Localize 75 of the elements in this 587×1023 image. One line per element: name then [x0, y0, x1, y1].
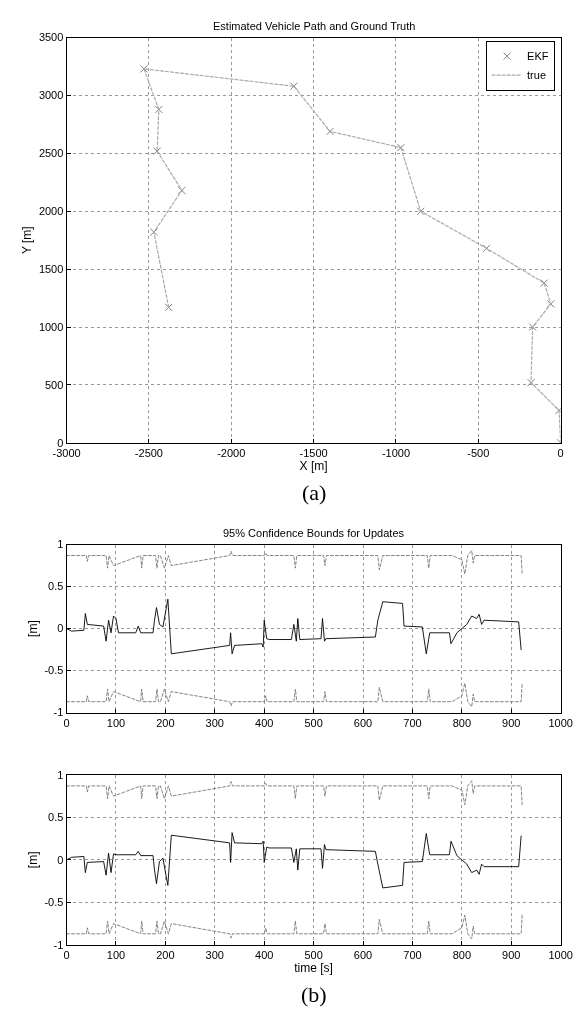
point: [546, 299, 555, 308]
y-tick-label: 0: [57, 853, 64, 866]
y-axis-title: [m]: [25, 620, 40, 637]
x-tick-label: 800: [452, 716, 472, 729]
point: [416, 207, 425, 216]
x-tick-label: 0: [557, 447, 564, 460]
y-tick-label: 3000: [38, 89, 64, 102]
legend-label: true: [527, 69, 547, 82]
x-tick-label: 800: [452, 949, 472, 962]
x-tick-label: 100: [106, 949, 126, 962]
y-tick-label: 1000: [38, 320, 64, 333]
y-axis-title: [m]: [25, 851, 40, 869]
y-tick-label: 1500: [38, 263, 64, 276]
x-tick-label: 700: [403, 716, 422, 729]
x-tick-label: 700: [403, 949, 422, 962]
y-tick-label: -0.5: [44, 664, 64, 677]
x-tick-label: 900: [502, 716, 521, 729]
y-tick-label: -0.5: [44, 896, 64, 909]
x-tick-label: 400: [255, 949, 274, 962]
chart-title: Estimated Vehicle Path and Ground Truth: [213, 20, 416, 32]
point: [154, 105, 163, 114]
x-tick-label: 1000: [548, 949, 573, 962]
x-tick-label: -500: [467, 447, 490, 460]
point: [528, 323, 537, 332]
x-tick-label: 500: [304, 716, 323, 729]
point: [527, 378, 536, 387]
point: [396, 143, 405, 152]
y-tick-label: 2500: [38, 147, 64, 160]
x-tick-label: 200: [156, 949, 175, 962]
x-tick-label: 600: [353, 716, 373, 729]
x-tick-label: 500: [304, 949, 323, 962]
x-tick-label: 600: [353, 949, 373, 962]
legend-label: EKF: [527, 50, 549, 63]
point: [139, 64, 148, 73]
x-tick-label: 400: [255, 716, 274, 729]
point: [326, 127, 335, 136]
chart-title: 95% Confidence Bounds for Updates: [223, 527, 405, 539]
point: [177, 186, 186, 195]
line-series: [66, 914, 523, 940]
x-tick-label: 300: [205, 949, 224, 962]
y-tick-label: 0: [57, 436, 64, 449]
x-tick-label: -2000: [217, 447, 246, 460]
y-tick-label: 0.5: [48, 811, 64, 824]
line-series: [66, 682, 523, 708]
x-tick-label: 300: [205, 716, 224, 729]
x-tick-label: -2500: [134, 447, 163, 460]
x-tick-label: 900: [502, 949, 521, 962]
x-tick-label: -1000: [381, 447, 411, 460]
x-axis-title: X [m]: [299, 459, 328, 474]
point: [164, 303, 173, 312]
x-tick-label: -1500: [299, 447, 328, 460]
x-tick-label: 100: [106, 716, 126, 729]
x-tick-label: -3000: [52, 447, 81, 460]
point: [153, 147, 162, 156]
y-tick-label: 0.5: [48, 580, 64, 593]
point: [149, 228, 158, 237]
y-tick-label: -1: [53, 938, 64, 951]
line-series: [66, 780, 523, 806]
y-tick-label: 500: [45, 378, 64, 391]
y-tick-label: 3500: [38, 31, 64, 44]
text: (b): [301, 982, 327, 1007]
text: (a): [302, 480, 327, 505]
point: [540, 279, 549, 288]
point: [482, 244, 491, 253]
x-tick-label: 200: [156, 716, 175, 729]
y-axis-title: Y [m]: [20, 226, 35, 255]
y-tick-label: 0: [57, 622, 64, 635]
x-axis-title: time [s]: [294, 961, 333, 976]
y-tick-label: 1: [57, 538, 64, 551]
y-tick-label: -1: [53, 706, 64, 719]
point: [289, 82, 298, 91]
line-series: [66, 550, 523, 575]
x-tick-label: 1000: [548, 716, 573, 729]
y-tick-label: 2000: [38, 205, 64, 218]
y-tick-label: 1: [57, 768, 64, 781]
